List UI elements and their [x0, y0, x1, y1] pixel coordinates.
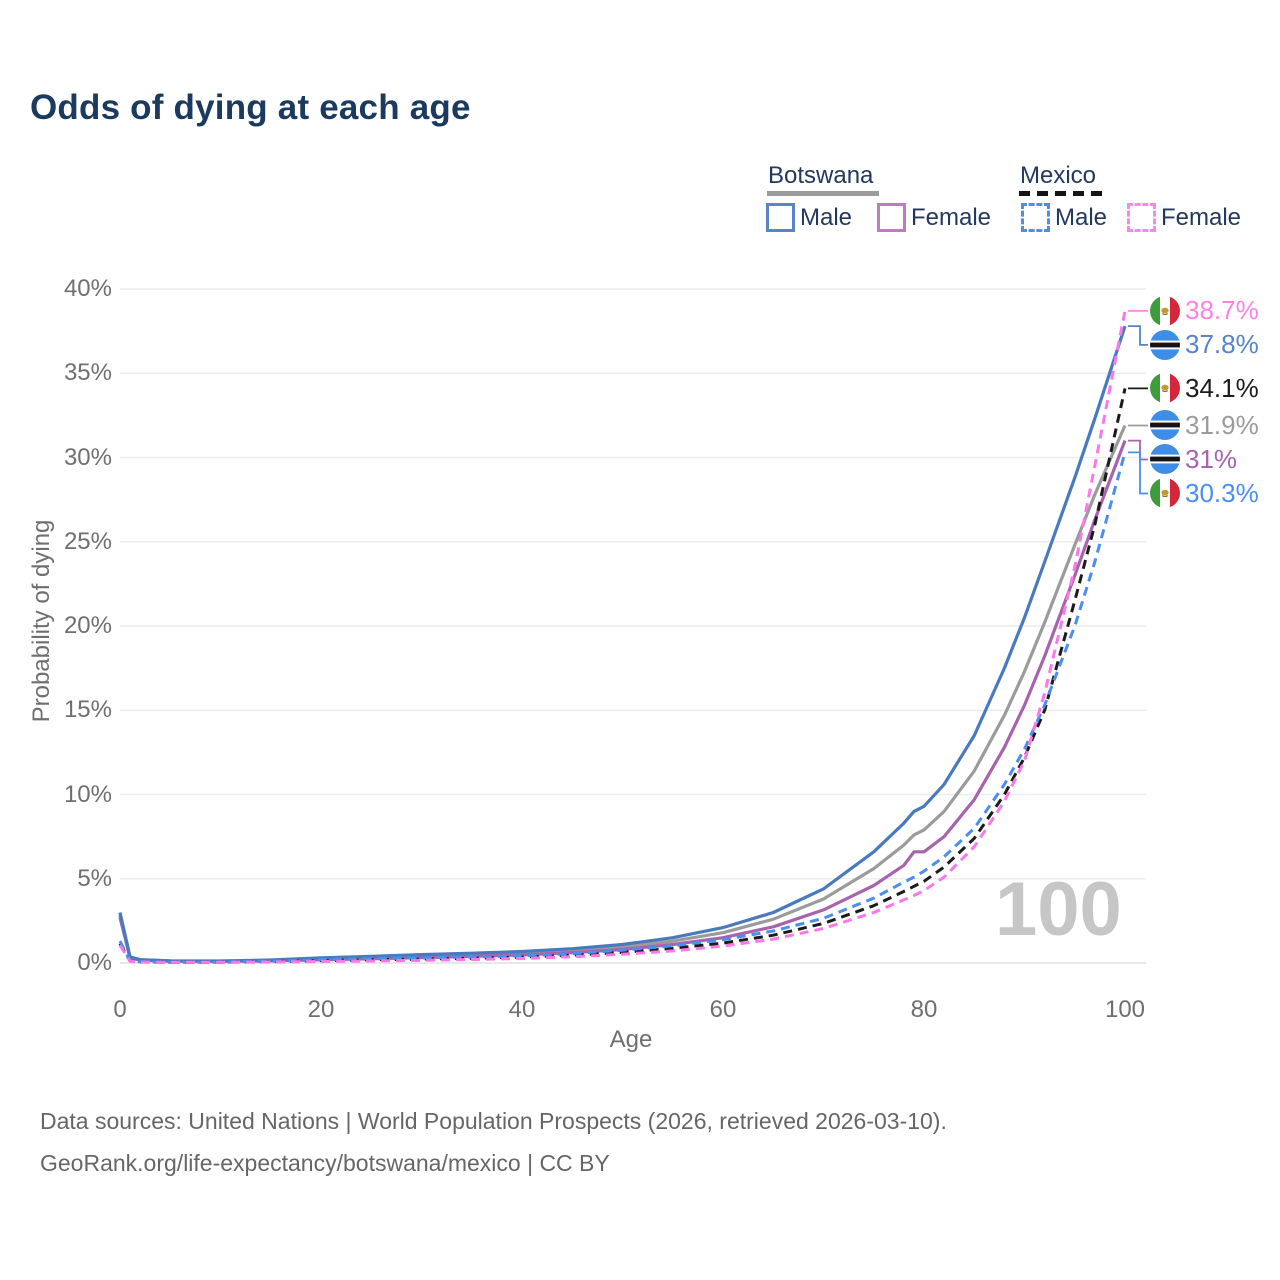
end-label-connector	[1128, 451, 1148, 495]
series-end-label: 31.9%	[1150, 409, 1259, 441]
mexico-both-line	[118, 388, 1127, 964]
botswana-both-line	[118, 424, 1127, 963]
y-axis-title: Probability of dying	[28, 519, 55, 723]
y-axis-tick-label: 40%	[63, 275, 112, 302]
botswana-flag-icon	[1150, 444, 1180, 475]
end-label-connector	[1128, 325, 1148, 346]
mexico-flag-icon	[1150, 295, 1180, 326]
age-counter-watermark: 100	[995, 867, 1122, 952]
end-label-connector	[1128, 439, 1148, 461]
y-axis-tick-label: 35%	[63, 359, 112, 387]
x-axis-tick-label: 20	[307, 996, 335, 1023]
legend-item-botswana-female: Female	[877, 203, 991, 232]
legend-item-label: Male	[800, 203, 853, 231]
page-title: Odds of dying at each age	[30, 88, 471, 127]
y-axis-tick-label: 20%	[63, 612, 112, 639]
series-end-label: 31%	[1150, 443, 1237, 475]
x-axis-title: Age	[609, 1026, 653, 1053]
legend-item-label: Male	[1055, 203, 1108, 231]
mexico-female-swatch-icon	[1127, 203, 1156, 232]
x-axis-tick-label: 60	[709, 996, 737, 1023]
y-axis-tick-label: 25%	[63, 527, 112, 555]
mexico-male-swatch-icon	[1021, 203, 1050, 232]
x-axis-tick-label: 0	[113, 996, 127, 1023]
legend-item-label: Female	[911, 203, 992, 231]
botswana-flag-icon	[1150, 329, 1180, 360]
series-end-label: 37.8%	[1150, 329, 1259, 361]
x-axis-tick-label: 40	[508, 996, 536, 1023]
legend-group-mexico: Mexico	[1020, 162, 1097, 189]
legend-item-mexico-male: Male	[1021, 203, 1107, 232]
botswana-flag-icon	[1150, 410, 1180, 441]
legend-botswana-solid-line-sample	[767, 191, 879, 196]
y-axis-tick-label: 15%	[63, 696, 112, 724]
botswana-male-line	[118, 325, 1127, 963]
botswana-female-swatch-icon	[877, 203, 906, 232]
y-axis-tick-label: 0%	[77, 949, 112, 976]
y-axis-tick-label: 10%	[63, 780, 112, 808]
series-end-label: 38.7%	[1150, 295, 1259, 327]
mexico-flag-icon	[1150, 478, 1180, 509]
mexico-male-line	[118, 452, 1127, 964]
y-axis-tick-label: 5%	[77, 864, 112, 892]
y-axis-tick-label: 30%	[63, 443, 112, 471]
legend-item-mexico-female: Female	[1127, 203, 1241, 232]
botswana-male-swatch-icon	[766, 203, 795, 232]
mexico-female-line	[118, 310, 1127, 964]
legend-group-botswana: Botswana	[768, 162, 874, 189]
series-end-label: 30.3%	[1150, 477, 1259, 509]
mexico-flag-icon	[1150, 373, 1180, 404]
attribution-text: GeoRank.org/life-expectancy/botswana/mex…	[40, 1150, 610, 1176]
data-sources-text: Data sources: United Nations | World Pop…	[40, 1108, 947, 1134]
series-end-label: 34.1%	[1150, 372, 1259, 404]
x-axis-tick-label: 100	[1104, 996, 1146, 1023]
legend-mexico-dashed-line-sample	[1019, 191, 1107, 196]
x-axis-tick-label: 80	[910, 996, 938, 1023]
legend-item-label: Female	[1161, 203, 1242, 231]
botswana-female-line	[118, 440, 1127, 963]
legend-item-botswana-male: Male	[766, 203, 852, 232]
